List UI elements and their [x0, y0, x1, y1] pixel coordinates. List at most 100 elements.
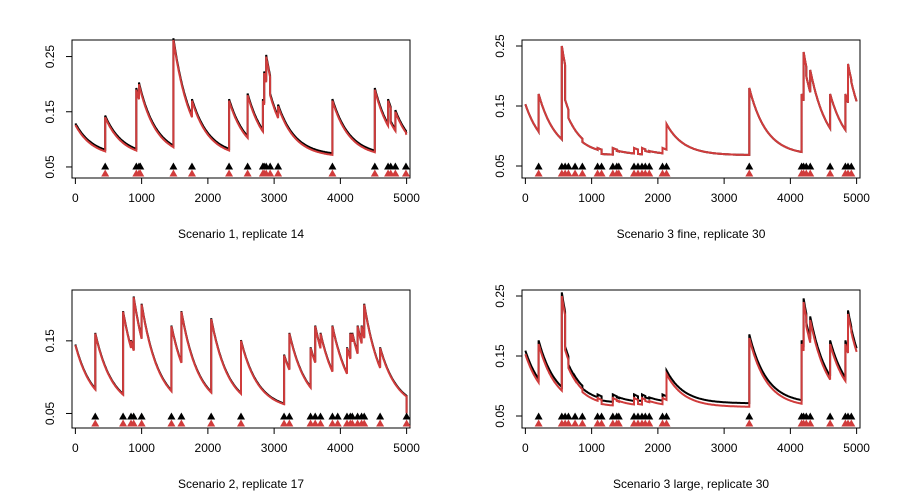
event-marker-red	[564, 419, 573, 427]
event-marker-red	[101, 169, 110, 177]
series-line-black	[524, 292, 858, 405]
event-marker-black	[237, 412, 245, 420]
plot-frame	[521, 289, 861, 429]
event-marker-red	[266, 169, 275, 177]
y-tick-label: 0.15	[493, 344, 507, 368]
event-marker-red	[597, 419, 606, 427]
event-marker-red	[578, 419, 587, 427]
event-marker-red	[225, 169, 234, 177]
chart-panel: 0 1000 2000 3000 4000 5000 0.05 0.15 0.25 Scenari…	[493, 34, 870, 241]
event-marker-black	[348, 412, 357, 420]
event-marker-red	[177, 419, 186, 427]
event-marker-black	[119, 412, 128, 420]
event-marker-black	[597, 162, 606, 170]
x-tick-label: 2000	[645, 441, 672, 455]
x-tick-label: 1000	[578, 441, 605, 455]
event-marker-black	[328, 162, 337, 170]
event-marker-black	[225, 162, 234, 170]
x-tick-label: 4000	[777, 191, 804, 205]
y-tick-label: 0.25	[493, 284, 507, 308]
event-marker-black	[662, 412, 671, 420]
event-marker-black	[243, 162, 252, 170]
event-marker-black	[129, 412, 138, 420]
event-marker-red	[167, 419, 176, 427]
y-tick-label: 0.15	[43, 100, 57, 124]
event-marker-red	[328, 169, 337, 177]
y-tick-label: 0.25	[493, 34, 507, 58]
event-marker-black	[645, 412, 654, 420]
x-tick-label: 4000	[777, 441, 804, 455]
x-tick-label: 3000	[711, 191, 738, 205]
event-marker-black	[745, 162, 754, 170]
event-marker-red	[333, 419, 342, 427]
event-marker-black	[376, 412, 385, 420]
x-tick-label: 4000	[327, 191, 354, 205]
event-marker-red	[237, 419, 245, 427]
event-marker-black	[571, 412, 580, 420]
event-marker-black	[614, 162, 623, 170]
event-marker-red	[136, 169, 145, 177]
event-marker-black	[333, 412, 342, 420]
x-tick-label: 0	[72, 191, 79, 205]
event-marker-red	[129, 419, 138, 427]
series-line-red	[74, 297, 408, 414]
y-tick-label: 0.15	[493, 94, 507, 118]
event-marker-black	[597, 412, 606, 420]
series-line-black	[524, 45, 858, 156]
event-marker-red	[614, 419, 623, 427]
event-marker-red	[285, 419, 294, 427]
event-marker-red	[645, 419, 654, 427]
event-marker-black	[745, 412, 754, 420]
y-tick-label: 0.25	[43, 45, 57, 69]
event-marker-red	[534, 419, 543, 427]
event-marker-black	[847, 162, 856, 170]
event-marker-black	[328, 412, 337, 420]
event-marker-red	[360, 419, 369, 427]
event-marker-black	[311, 412, 320, 420]
event-marker-red	[645, 169, 654, 177]
event-marker-black	[614, 412, 623, 420]
event-marker-black	[136, 162, 145, 170]
x-tick-label: 5000	[843, 191, 870, 205]
event-marker-red	[571, 419, 580, 427]
y-tick-label: 0.05	[493, 404, 507, 428]
panel-title: Scenario 3 fine, replicate 30	[617, 227, 766, 241]
panel-title: Scenario 2, replicate 17	[178, 477, 304, 491]
event-marker-black	[826, 162, 835, 170]
x-tick-label: 5000	[393, 191, 420, 205]
event-marker-red	[597, 169, 606, 177]
event-marker-red	[806, 419, 815, 427]
event-marker-black	[402, 412, 411, 420]
y-tick-label: 0.15	[43, 329, 57, 353]
event-marker-red	[745, 419, 754, 427]
plot-frame	[71, 39, 411, 179]
event-marker-red	[243, 169, 252, 177]
x-tick-label: 0	[72, 441, 79, 455]
series-line-black	[74, 38, 408, 155]
event-marker-red	[826, 419, 835, 427]
y-tick-label: 0.05	[493, 154, 507, 178]
event-marker-red	[137, 419, 146, 427]
event-marker-black	[91, 412, 100, 420]
event-marker-red	[376, 419, 385, 427]
event-marker-black	[370, 162, 379, 170]
event-marker-red	[316, 419, 325, 427]
x-tick-label: 0	[522, 441, 529, 455]
event-marker-red	[91, 419, 100, 427]
panel-title: Scenario 3 large, replicate 30	[613, 477, 769, 491]
event-marker-black	[169, 162, 178, 170]
panel-title: Scenario 1, replicate 14	[178, 227, 304, 241]
event-marker-black	[571, 162, 580, 170]
event-marker-red	[328, 419, 337, 427]
event-marker-red	[662, 169, 671, 177]
event-marker-red	[311, 419, 320, 427]
chart-panel: 0 1000 2000 3000 4000 5000 0.05 0.15 0.25 Scenari…	[43, 38, 420, 241]
event-marker-black	[534, 412, 543, 420]
event-marker-black	[187, 162, 196, 170]
y-tick-label: 0.05	[43, 401, 57, 425]
event-marker-black	[578, 412, 587, 420]
x-tick-label: 2000	[195, 441, 222, 455]
event-marker-black	[280, 412, 289, 420]
event-marker-red	[391, 169, 400, 177]
x-tick-label: 1000	[578, 191, 605, 205]
